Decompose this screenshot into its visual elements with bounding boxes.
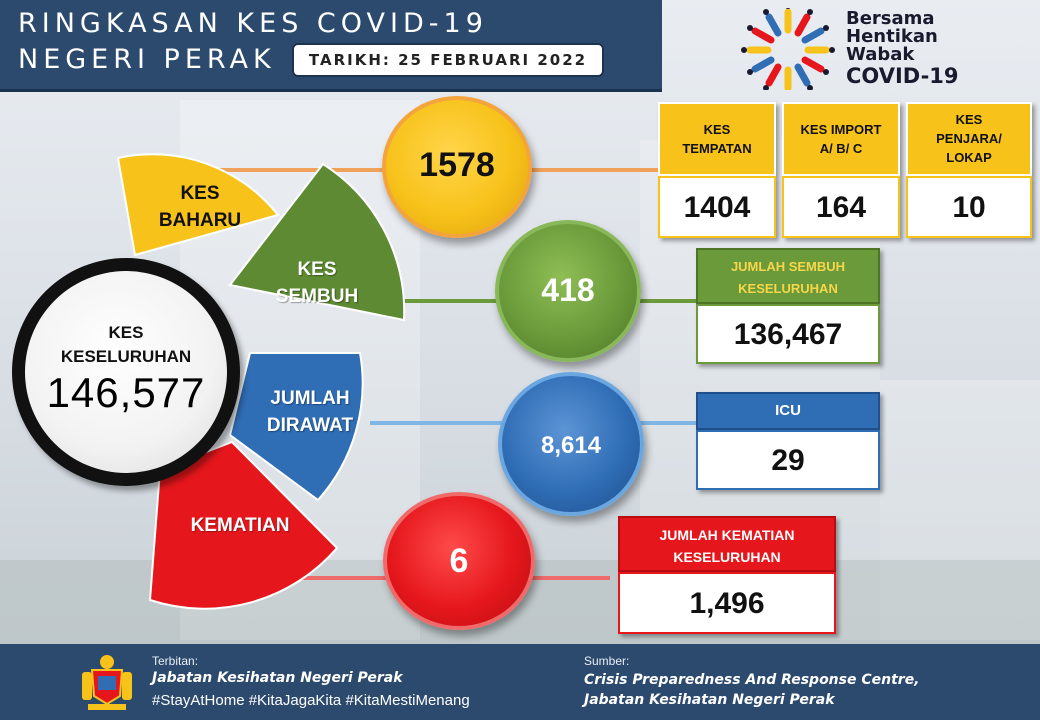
deaths-value: 6	[449, 542, 469, 580]
new-cases-circle: 1578	[382, 96, 532, 238]
logo-text: Bersama Hentikan Wabak COVID-19	[846, 8, 959, 89]
petal-label-recovered: KES SEMBUH	[252, 256, 382, 310]
prison-cases-label-line2: PENJARA/	[936, 131, 1002, 146]
source-line1: Crisis Preparedness And Response Centre,	[584, 672, 920, 688]
total-deaths-header: JUMLAH KEMATIAN KESELURUHAN	[618, 516, 836, 572]
petal-label-new-cases: KES BAHARU	[140, 180, 260, 234]
logo-line4: COVID-19	[846, 64, 959, 88]
deaths-circle: 6	[383, 492, 535, 630]
coat-of-arms-icon	[82, 655, 132, 710]
local-cases-label-line2: TEMPATAN	[682, 141, 752, 156]
total-label-line2: KESELURUHAN	[60, 347, 192, 366]
prison-cases-label-line3: LOKAP	[946, 150, 992, 165]
local-cases-label-line1: KES	[703, 122, 731, 137]
deaths-label: KEMATIAN	[190, 515, 290, 536]
logo-line2: Hentikan	[846, 26, 938, 47]
prison-cases-label-line1: KES	[955, 112, 983, 127]
new-cases-label-line1: KES	[180, 183, 220, 204]
import-cases-box: 164	[782, 176, 900, 238]
treated-circle: 8,614	[498, 372, 644, 516]
petal-label-deaths: KEMATIAN	[170, 512, 310, 539]
category-petals	[116, 153, 406, 610]
header-banner: RINGKASAN KES COVID-19 NEGERI PERAK TARI…	[0, 0, 662, 92]
total-deaths-box: 1,496	[618, 572, 836, 634]
treated-value: 8,614	[540, 432, 602, 459]
local-cases-box: 1404	[658, 176, 776, 238]
total-recovered-box: 136,467	[696, 304, 880, 364]
new-cases-label-line2: BAHARU	[158, 210, 242, 231]
icu-header: ICU	[696, 392, 880, 430]
treated-label-line1: JUMLAH	[270, 388, 350, 409]
prison-cases-header: KES PENJARA/ LOKAP	[906, 102, 1032, 176]
burst-logo-icon	[741, 3, 835, 92]
petal-label-treated: JUMLAH DIRAWAT	[250, 385, 370, 439]
date-badge: TARIKH: 25 FEBRUARI 2022	[292, 43, 604, 77]
total-cases-label: KES KESELURUHAN	[25, 321, 227, 369]
total-deaths-label-line2: KESELURUHAN	[673, 549, 781, 565]
petal-recovered	[228, 162, 406, 322]
page-title-line2: NEGERI PERAK	[18, 44, 276, 75]
recovered-label-line1: KES	[297, 259, 337, 280]
total-cases-inner: KES KESELURUHAN 146,577	[25, 271, 227, 473]
petal-new-cases	[116, 153, 280, 257]
publisher-name: Jabatan Kesihatan Negeri Perak	[152, 670, 403, 686]
source-label: Sumber:	[584, 654, 630, 668]
logo-line3: Wabak	[846, 44, 915, 65]
logo-line1: Bersama	[846, 8, 935, 29]
new-cases-value: 1578	[419, 146, 495, 184]
total-label-line1: KES	[108, 323, 144, 342]
import-cases-label-line1: KES IMPORT	[800, 122, 882, 137]
campaign-logo: Bersama Hentikan Wabak COVID-19	[736, 3, 996, 92]
petal-treated	[228, 352, 364, 502]
page-title-line1: RINGKASAN KES COVID-19	[18, 8, 488, 39]
hashtags: #StayAtHome #KitaJagaKita #KitaMestiMena…	[152, 692, 470, 709]
treated-label-line2: DIRAWAT	[266, 415, 354, 436]
total-recovered-header: JUMLAH SEMBUH KESELURUHAN	[696, 248, 880, 304]
prison-cases-box: 10	[906, 176, 1032, 238]
import-cases-label-line2: A/ B/ C	[819, 141, 863, 156]
icu-box: 29	[696, 430, 880, 490]
total-cases-circle: KES KESELURUHAN 146,577	[12, 258, 240, 486]
recovered-circle: 418	[495, 220, 641, 362]
source-line2: Jabatan Kesihatan Negeri Perak	[584, 692, 835, 708]
import-cases-header: KES IMPORT A/ B/ C	[782, 102, 900, 176]
total-recovered-label-line2: KESELURUHAN	[738, 281, 838, 296]
total-deaths-label-line1: JUMLAH KEMATIAN	[659, 527, 795, 543]
published-label: Terbitan:	[152, 654, 199, 668]
petal-deaths	[148, 440, 339, 610]
recovered-label-line2: SEMBUH	[275, 286, 359, 307]
footer-banner: Terbitan: Jabatan Kesihatan Negeri Perak…	[0, 644, 1040, 720]
recovered-value: 418	[541, 272, 595, 308]
local-cases-header: KES TEMPATAN	[658, 102, 776, 176]
total-recovered-label-line1: JUMLAH SEMBUH	[730, 259, 846, 274]
total-cases-value: 146,577	[46, 369, 206, 416]
